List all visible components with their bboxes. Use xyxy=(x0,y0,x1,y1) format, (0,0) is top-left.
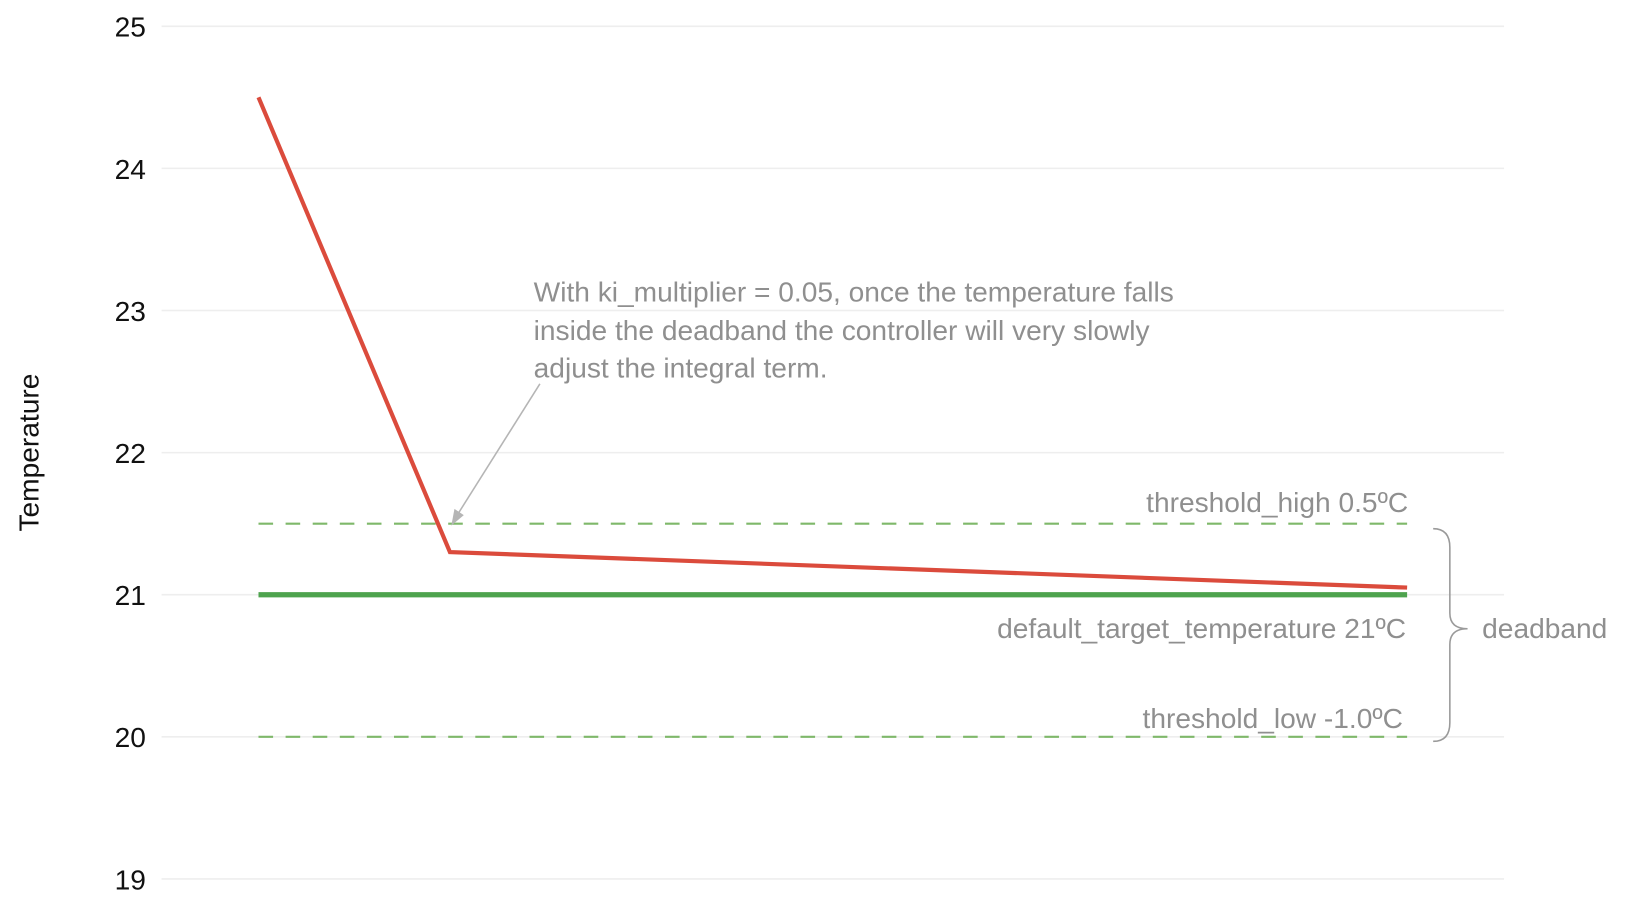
deadband-brace xyxy=(1433,527,1468,743)
y-tick-label: 21 xyxy=(115,580,146,611)
target-temperature-label: default_target_temperature 21ºC xyxy=(997,613,1406,644)
threshold-high-label: threshold_high 0.5ºC xyxy=(1146,487,1408,518)
series-line-0 xyxy=(256,96,1408,590)
grid-lines xyxy=(161,25,1505,880)
y-tick-label: 24 xyxy=(115,154,146,185)
deadband-label: deadband xyxy=(1482,613,1607,644)
y-tick-labels: 25 24 23 22 21 20 19 xyxy=(115,12,146,896)
annotation-note-line-3: adjust the integral term. xyxy=(534,353,828,384)
annotation-arrow xyxy=(451,383,541,526)
annotation-note-line-2: inside the deadband the controller will … xyxy=(534,315,1150,346)
y-axis-label: Temperature xyxy=(14,374,45,532)
y-tick-label: 25 xyxy=(115,12,146,43)
y-tick-label: 23 xyxy=(115,296,146,327)
threshold-low-label: threshold_low -1.0ºC xyxy=(1143,703,1403,734)
y-tick-label: 19 xyxy=(115,864,146,895)
y-tick-label: 20 xyxy=(115,722,146,753)
series-lines xyxy=(256,96,1408,738)
annotation-note-line-1: With ki_multiplier = 0.05, once the temp… xyxy=(534,276,1174,307)
y-tick-label: 22 xyxy=(115,438,146,469)
